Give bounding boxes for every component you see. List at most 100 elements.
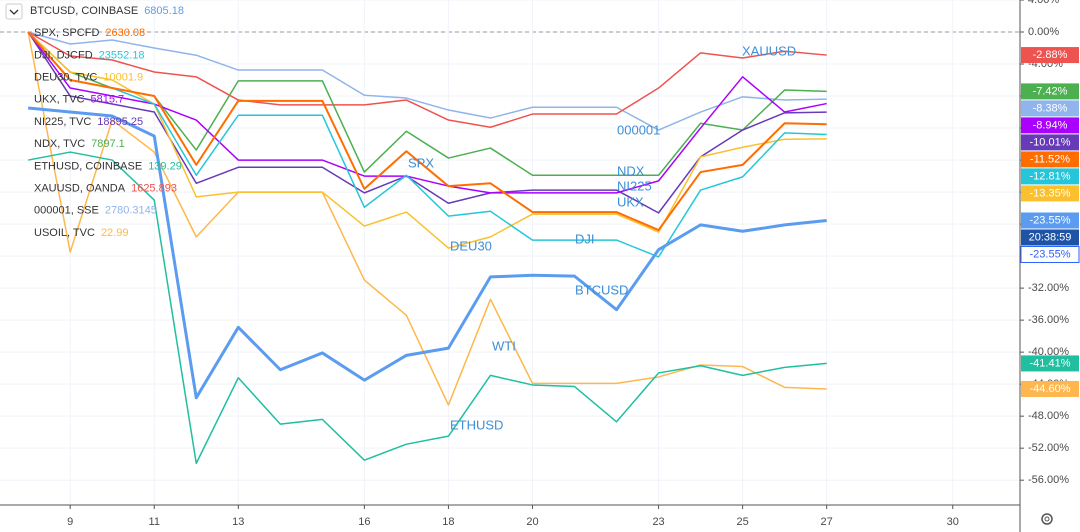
price-badge: -13.35% [1021,185,1079,202]
x-tick-label: 9 [67,516,73,528]
series-line [27,31,827,258]
x-tick-label: 25 [736,516,748,528]
price-badge: -23.55% [1021,212,1079,229]
y-tick-label: -32.00% [1028,282,1069,294]
legend-value: 2780.3145 [105,205,157,217]
legend-value: 10001.9 [103,72,143,84]
settings-icon[interactable] [1041,513,1053,525]
badge-bg [1021,185,1079,202]
price-badge: -12.81% [1021,168,1079,185]
price-badge: -8.94% [1021,117,1079,134]
badge-label: -7.42% [1033,85,1068,97]
badge-bg [1021,380,1079,397]
badge-label: -11.52% [1030,153,1070,165]
legend-value: 7897.1 [91,138,125,150]
badge-bg [1020,245,1080,263]
badge-bg [1021,168,1079,185]
legend-collapse [5,3,23,20]
x-tick-label: 18 [442,516,454,528]
legend-name: ETHUSD, COINBASE [34,160,142,172]
legend-value: 139.29 [148,160,182,172]
x-tick-label: 13 [232,516,244,528]
y-tick-label: 0.00% [1028,26,1059,38]
legend-value: 18895.25 [97,116,143,128]
lines [27,31,827,465]
legend-name: BTCUSD, COINBASE [30,5,138,17]
legend-value: 1625.893 [131,183,177,195]
badge-label: -2.88% [1033,49,1068,61]
series-line [28,151,827,465]
legend-name: 000001, SSE [34,205,99,217]
badge-label: 20:38:59 [1029,231,1072,243]
price-badge: -23.55% [1020,245,1080,263]
x-tick-label: 16 [358,516,370,528]
price-badge: -11.52% [1021,151,1079,168]
x-tick-label: 11 [149,516,160,528]
badge-bg [1021,212,1079,229]
price-badge: -10.01% [1021,134,1079,151]
badge-label: -23.55% [1030,214,1071,226]
badge-bg [1021,151,1079,168]
price-badge: -7.42% [1021,83,1079,100]
badge-bg [1021,355,1079,372]
y-tick-label: -36.00% [1028,314,1069,326]
series-line [27,31,827,128]
legend-value: 23552.18 [99,49,145,61]
series-line [27,31,827,232]
gear[interactable] [1041,513,1053,525]
badge-bg [1021,229,1079,246]
badge-bg [1021,100,1079,117]
badge-label: -10.01% [1030,136,1071,148]
series-annotation: SPX [408,155,434,170]
price-badge: -8.38% [1021,100,1079,117]
badge-label: -44.60% [1030,383,1071,395]
gear-hub[interactable] [1044,516,1050,522]
y-tick-label: -52.00% [1028,442,1069,454]
price-badge: -41.41% [1021,355,1079,372]
x-tick-label: 23 [652,516,664,528]
badge-bg [1021,134,1079,151]
series-annotation: ETHUSD [450,417,503,432]
badge-bg [1021,47,1079,64]
series-line [27,31,827,131]
legend-value: 22.99 [101,227,129,239]
series-annotation: DEU30 [450,238,492,253]
legend-value: 2630.08 [105,27,145,39]
x-tick-label: 30 [947,516,959,528]
y-tick-label: -40.00% [1028,346,1069,358]
legend-value: 5815.7 [91,94,125,106]
legend-name: DJI, DJCFD [34,49,93,61]
badge-bg [1021,117,1079,134]
legend-name: SPX, SPCFD [34,27,99,39]
y-tick-label: -56.00% [1028,474,1069,486]
series-annotation: BTCUSD [575,282,628,297]
legend-name: NDX, TVC [34,138,85,150]
chevron [9,9,19,15]
legend-name: XAUUSD, OANDA [34,183,126,195]
x-tick-label: 27 [821,516,833,528]
series-line [27,31,827,249]
badge-bg [1021,83,1079,100]
price-badge: 20:38:59 [1021,229,1079,246]
series-annotation: DJI [575,231,595,246]
badge-label: -8.94% [1033,119,1068,131]
series-annotation: XAUUSD [742,43,796,58]
series-annotation: NI225 [617,178,652,193]
badge-label: -8.38% [1033,102,1068,114]
series-line [27,31,827,177]
series-line [27,31,827,214]
y-tick-label: -48.00% [1028,410,1069,422]
legend-value: 6805.18 [144,5,184,17]
y-tick-label: 4.00% [1028,0,1059,6]
badge-label: -41.41% [1030,357,1071,369]
price-badge: -44.60% [1021,380,1079,397]
legend-name: UKX, TVC [34,94,85,106]
legend-name: USOIL, TVC [34,227,95,239]
series-annotation: UKX [617,194,644,209]
x-tick-label: 20 [526,516,538,528]
legend: BTCUSD, COINBASE 6805.18 SPX, SPCFD 2630.08… [5,3,184,239]
badge-label: -13.35% [1030,187,1071,199]
badge-label: -12.81% [1030,170,1071,182]
